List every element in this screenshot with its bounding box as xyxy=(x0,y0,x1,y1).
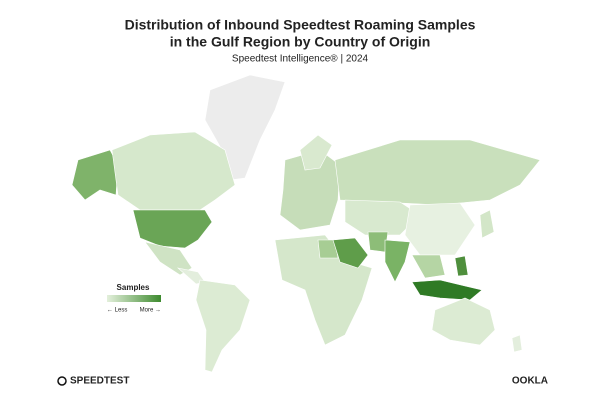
scandinavia xyxy=(299,134,333,171)
saudi-arabia xyxy=(332,237,369,269)
india xyxy=(384,239,411,283)
title-line: in the Gulf Region by Country of Origin xyxy=(170,34,431,50)
world-map xyxy=(71,74,541,373)
legend-low: ← Less xyxy=(107,308,127,314)
australia xyxy=(431,297,496,346)
speedtest-icon xyxy=(57,376,67,386)
south-america xyxy=(195,279,251,373)
subtitle: Speedtest Intelligence® | 2024 xyxy=(232,54,369,65)
philippines xyxy=(454,255,469,277)
russia xyxy=(334,139,541,206)
central-asia xyxy=(344,199,421,236)
legend-gradient xyxy=(107,295,161,302)
speedtest-logo: SPEEDTEST xyxy=(70,376,129,387)
egypt xyxy=(317,239,339,259)
ookla-logo: OOKLA xyxy=(512,376,548,387)
alaska xyxy=(71,149,119,201)
china xyxy=(404,202,476,256)
japan xyxy=(479,209,495,239)
legend-high: More → xyxy=(140,308,161,314)
usa xyxy=(132,209,213,249)
title-line: Distribution of Inbound Speedtest Roamin… xyxy=(125,17,476,33)
southeast-asia xyxy=(411,254,446,279)
new-zealand xyxy=(511,334,523,353)
legend-title: Samples xyxy=(117,283,150,292)
canada xyxy=(111,131,236,211)
indonesia xyxy=(411,279,483,301)
